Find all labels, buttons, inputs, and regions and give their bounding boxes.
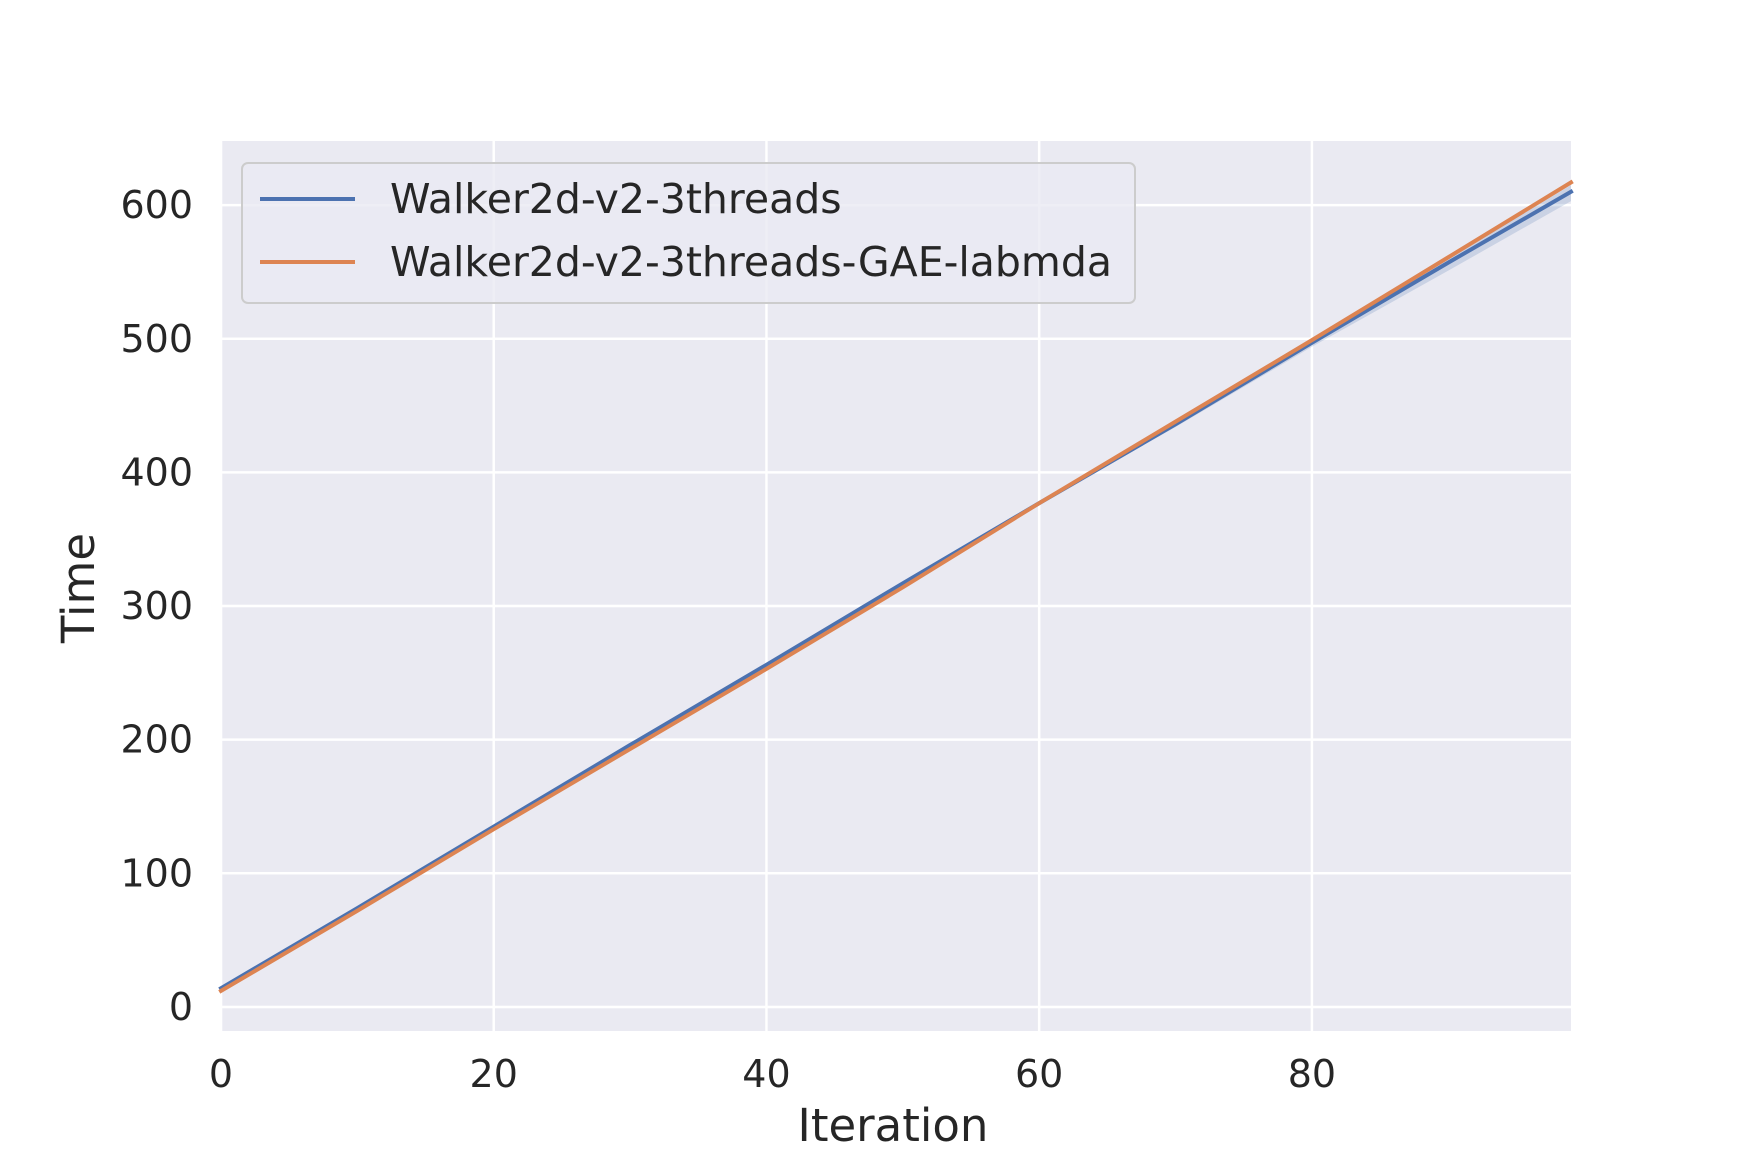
series-line-1 bbox=[218, 179, 1574, 994]
x-tick-label: 40 bbox=[742, 1052, 790, 1096]
x-axis-label: Iteration bbox=[798, 1099, 989, 1152]
series-line-0 bbox=[218, 189, 1574, 991]
x-tick-label: 60 bbox=[1015, 1052, 1063, 1096]
y-tick-label: 0 bbox=[169, 985, 193, 1029]
legend-box bbox=[241, 162, 1136, 304]
legend-label-1: Walker2d-v2-3threads-GAE-labmda bbox=[390, 238, 1112, 286]
legend-label-0: Walker2d-v2-3threads bbox=[390, 175, 842, 223]
y-tick-label: 300 bbox=[120, 584, 193, 628]
legend: Walker2d-v2-3threads Walker2d-v2-3threads… bbox=[241, 162, 1136, 304]
y-tick-label: 100 bbox=[120, 851, 193, 895]
y-tick-label: 200 bbox=[120, 718, 193, 762]
y-tick-label: 400 bbox=[120, 450, 193, 494]
y-tick-label: 500 bbox=[120, 317, 193, 361]
y-axis-ticks: 0 100 200 300 400 500 600 bbox=[120, 183, 193, 1029]
x-tick-label: 0 bbox=[209, 1052, 233, 1096]
x-axis-ticks: 0 20 40 60 80 bbox=[209, 1052, 1336, 1096]
y-axis-label: Time bbox=[52, 533, 105, 644]
series-lines bbox=[218, 179, 1574, 994]
x-tick-label: 20 bbox=[470, 1052, 518, 1096]
y-tick-label: 600 bbox=[120, 183, 193, 227]
x-tick-label: 80 bbox=[1288, 1052, 1336, 1096]
